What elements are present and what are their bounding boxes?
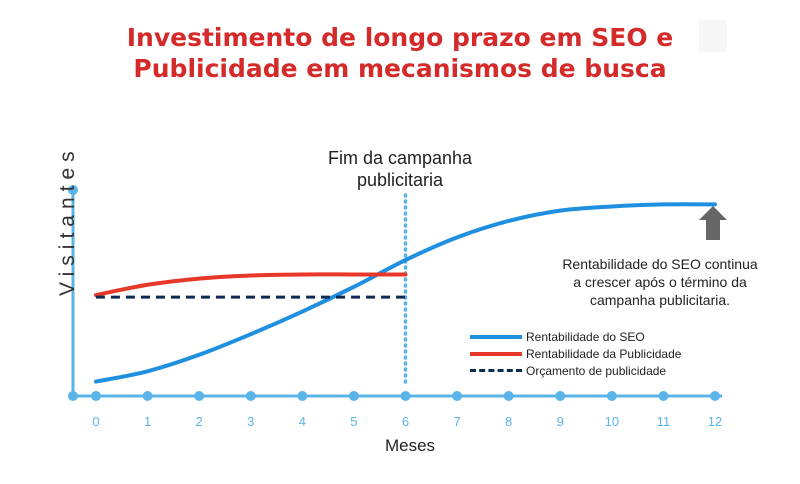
x-tick-label: 11 (657, 414, 671, 429)
y-axis-top-dot (68, 185, 78, 195)
legend-label-ads: Rentabilidade da Publicidade (526, 346, 682, 361)
x-tick-dot (710, 391, 720, 401)
x-tick-dot (245, 391, 256, 401)
x-tick-dot (555, 391, 566, 401)
seo-note-line1: Rentabilidade do SEO continua (562, 256, 758, 272)
x-tick-label: 4 (299, 414, 306, 429)
series-group (94, 202, 717, 384)
seo-note-line2: a crescer após o término da (573, 274, 747, 290)
x-tick-label: 12 (708, 414, 722, 429)
x-tick-label: 5 (350, 414, 357, 429)
legend-swatch-seo (470, 334, 522, 339)
x-tick-dot (606, 391, 617, 401)
campaign-end-label-line1: Fim da campanha (327, 148, 473, 168)
x-tick-label: 0 (92, 414, 99, 429)
x-tick-label: 9 (557, 414, 564, 429)
x-tick-dot (452, 391, 463, 401)
x-tick-label: 8 (505, 414, 512, 429)
axes (68, 185, 722, 401)
x-tick-labels: 0 1 2 3 4 5 6 7 8 9 10 11 12 (92, 414, 722, 429)
x-tick-dot (348, 391, 359, 401)
legend: Rentabilidade do SEO Rentabilidade da Pu… (470, 328, 681, 379)
x-tick-label: 7 (453, 414, 460, 429)
legend-swatch-ads (470, 351, 522, 356)
x-tick-label: 2 (196, 414, 203, 429)
x-tick-label: 1 (144, 414, 151, 429)
x-tick-dot (142, 391, 153, 401)
x-tick-label: 3 (247, 414, 254, 429)
chart-title-line2: Publicidade em mecanismos de busca (133, 54, 667, 83)
x-tick-dot (194, 391, 205, 401)
y-axis-label: Visitantes (56, 145, 79, 296)
legend-label-budget: Orçamento de publicidade (526, 363, 667, 378)
legend-item-budget: Orçamento de publicidade (470, 362, 681, 379)
chart-title-line1: Investimento de longo prazo em SEO e (126, 23, 674, 52)
legend-item-ads: Rentabilidade da Publicidade (470, 345, 681, 362)
campaign-end-label: Fim da campanha publicitaria (300, 147, 500, 191)
x-tick-dot (91, 391, 101, 401)
seo-note: Rentabilidade do SEO continua a crescer … (525, 255, 795, 309)
axis-origin-dot (68, 391, 78, 401)
x-axis-label: Meses (384, 436, 436, 455)
legend-label-seo: Rentabilidade do SEO (526, 329, 645, 344)
seo-note-line3: campanha publicitaria. (589, 292, 731, 308)
x-tick-dot (297, 391, 308, 401)
campaign-end-label-line2: publicitaria (356, 170, 444, 190)
x-tick-dot (400, 391, 411, 401)
x-tick-label: 6 (402, 414, 409, 429)
chart-title: Investimento de longo prazo em SEO e Pub… (0, 22, 800, 84)
corner-placeholder (699, 20, 727, 52)
x-tick-label: 10 (605, 414, 619, 429)
legend-item-seo: Rentabilidade do SEO (470, 328, 681, 345)
series-seo-line (94, 202, 717, 384)
legend-swatch-budget (470, 369, 522, 372)
x-tick-dot (658, 391, 669, 401)
arrow-up-icon (699, 206, 727, 240)
series-advertising-line (94, 272, 408, 298)
x-tick-dot (503, 391, 514, 401)
